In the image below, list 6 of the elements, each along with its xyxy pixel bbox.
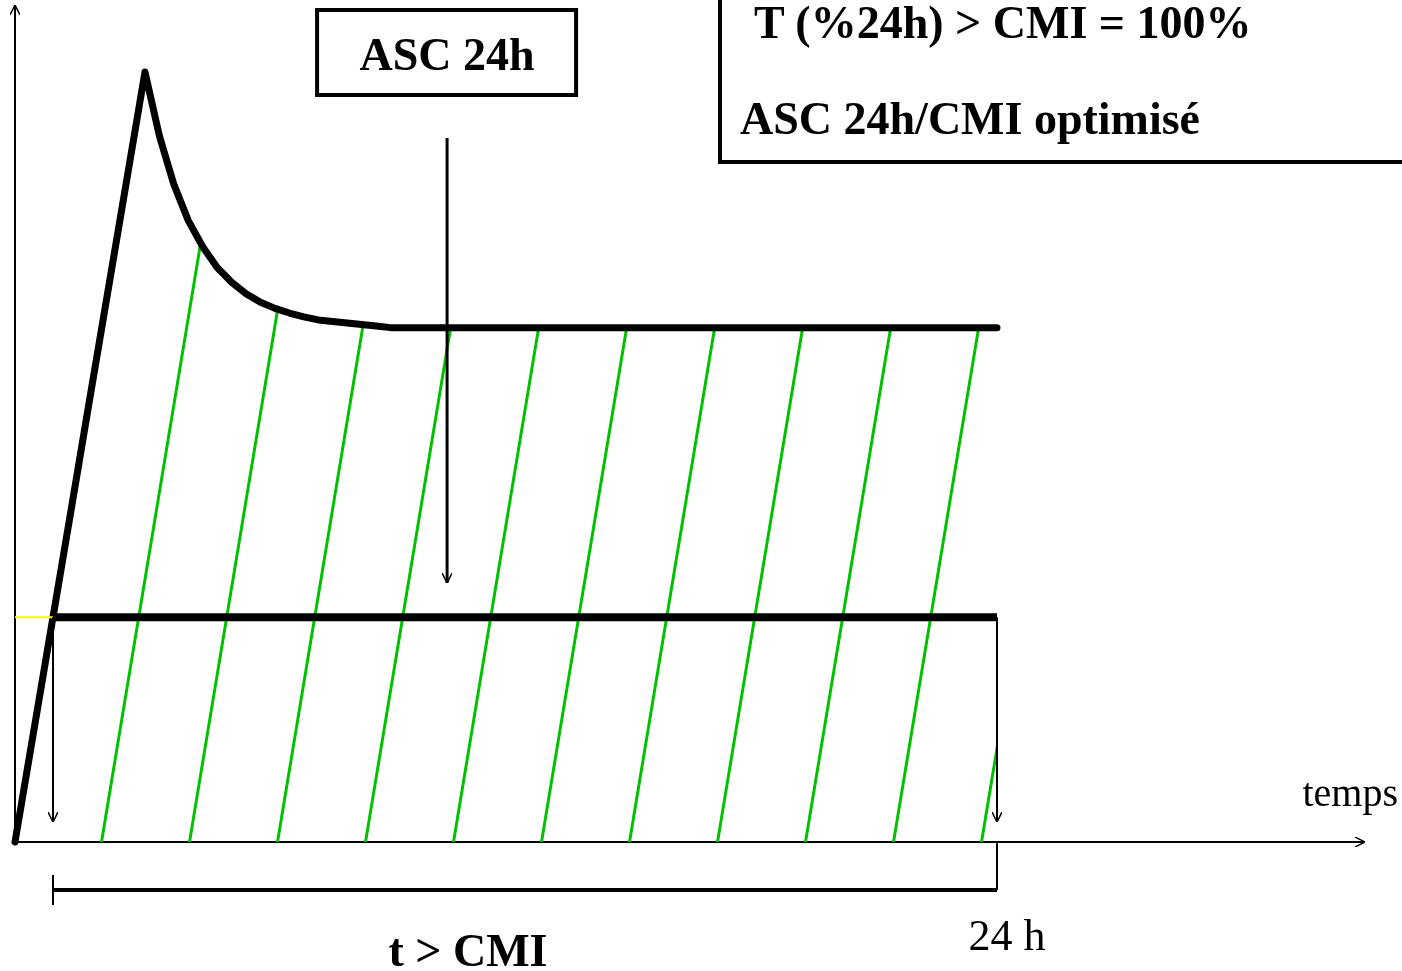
annotation: ASC 24h (359, 29, 535, 80)
text: temps (1302, 770, 1398, 815)
text: T (%24h) > CMI = 100% (754, 0, 1252, 48)
text: t > CMI (388, 925, 548, 971)
annotation: ASC 24h/CMI optimisé (740, 93, 1201, 144)
text: 24 h (968, 911, 1046, 960)
